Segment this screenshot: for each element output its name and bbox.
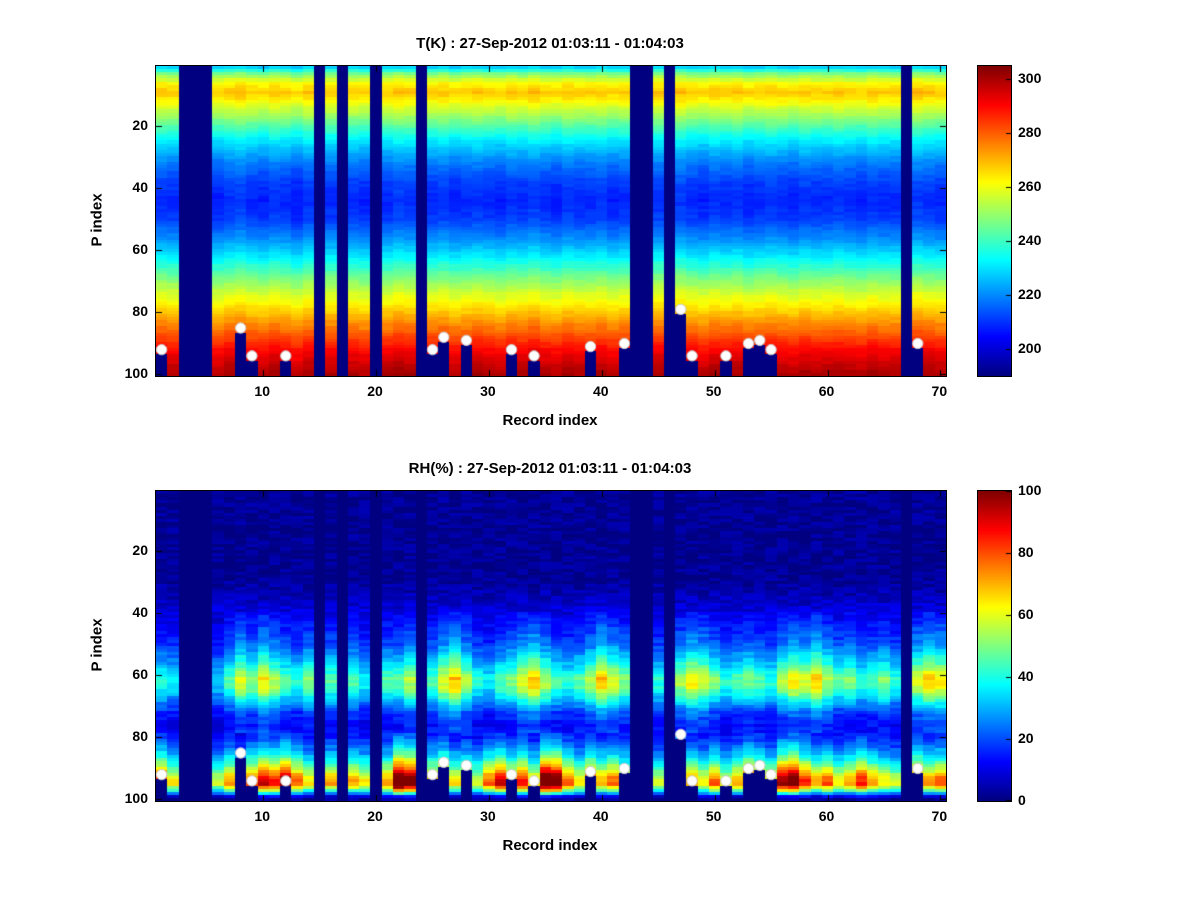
humidity-x-axis-label: Record index [502,837,598,854]
temperature-x-tick-labels: 10 20 30 40 50 60 70 [155,381,947,401]
x-tick-label: 40 [592,383,609,399]
temperature-y-tick-labels: 20 40 60 80 100 [98,65,148,381]
colorbar-tick-label: 60 [1018,606,1034,622]
temperature-x-axis-label: Record index [502,412,598,429]
humidity-x-tick-labels: 10 20 30 40 50 60 70 [155,806,947,826]
colorbar-tick-label: 220 [1018,286,1042,303]
colorbar-tick-label: 80 [1018,544,1034,560]
colorbar-tick-label: 280 [1018,124,1042,141]
x-tick-label: 10 [254,808,270,824]
x-tick-label: 40 [592,808,609,824]
x-tick-label: 50 [705,383,722,399]
y-tick-label: 20 [132,117,148,134]
y-tick-label: 100 [124,365,148,382]
temperature-chart-title: T(K) : 27-Sep-2012 01:03:11 - 01:04:03 [416,35,684,52]
colorbar-tick-label: 100 [1018,482,1042,498]
y-tick-label: 20 [132,542,148,559]
colorbar-tick-label: 20 [1018,730,1034,746]
x-tick-label: 20 [367,383,383,399]
y-tick-label: 60 [132,241,148,258]
colorbar-tick-label: 300 [1018,70,1042,87]
x-tick-label: 70 [931,383,948,399]
colorbar-tick-label: 40 [1018,668,1034,684]
humidity-colorbar-canvas [977,490,1012,802]
x-tick-label: 10 [254,383,270,399]
humidity-heatmap-panel: RH(%) : 27-Sep-2012 01:03:11 - 01:04:03 … [0,460,1200,870]
colorbar-tick-label: 260 [1018,178,1042,195]
humidity-heatmap-canvas [155,490,947,802]
x-tick-label: 30 [480,383,496,399]
y-tick-label: 80 [132,728,148,745]
temperature-colorbar-canvas [977,65,1012,377]
x-tick-label: 30 [480,808,496,824]
y-tick-label: 40 [132,604,148,621]
colorbar-tick-label: 240 [1018,232,1042,249]
temperature-colorbar-tick-labels: 200 220 240 260 280 300 [1018,65,1068,377]
x-tick-label: 70 [931,808,948,824]
x-tick-label: 60 [818,808,835,824]
humidity-chart-title: RH(%) : 27-Sep-2012 01:03:11 - 01:04:03 [408,460,692,477]
colorbar-tick-label: 0 [1018,792,1026,808]
x-tick-label: 50 [705,808,722,824]
temperature-heatmap-panel: T(K) : 27-Sep-2012 01:03:11 - 01:04:03 P… [0,35,1200,445]
y-tick-label: 60 [132,666,148,683]
y-tick-label: 100 [124,790,148,807]
humidity-y-tick-labels: 20 40 60 80 100 [98,490,148,806]
y-tick-label: 80 [132,303,148,320]
x-tick-label: 20 [367,808,383,824]
colorbar-tick-label: 200 [1018,340,1042,357]
y-tick-label: 40 [132,179,148,196]
x-tick-label: 60 [818,383,835,399]
humidity-colorbar-tick-labels: 0 20 40 60 80 100 [1018,482,1068,808]
temperature-heatmap-canvas [155,65,947,377]
